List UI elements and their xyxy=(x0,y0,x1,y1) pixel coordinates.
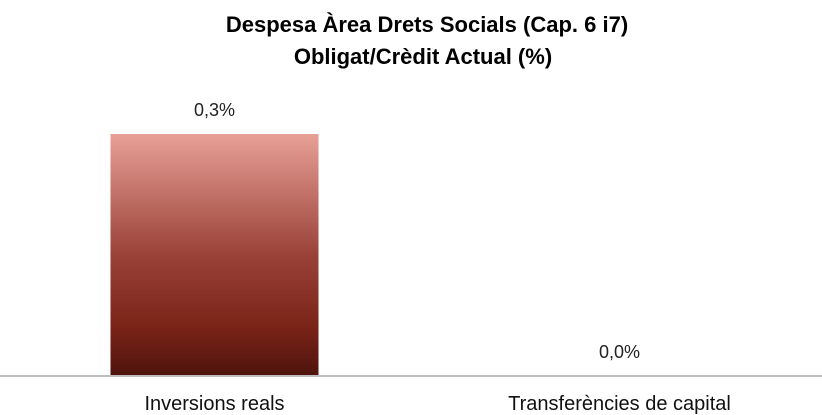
chart-title: Despesa Àrea Drets Socials (Cap. 6 i7) xyxy=(226,12,628,37)
x-tick-label-2: Transferències de capital xyxy=(508,393,731,415)
x-tick-label-1: Inversions reals xyxy=(144,393,284,415)
chart-subtitle: Obligat/Crèdit Actual (%) xyxy=(294,44,552,69)
x-tick-labels: Inversions reals Transferències de capita… xyxy=(144,393,730,415)
data-labels-layer: 0,3% 0,0% xyxy=(194,100,640,362)
bars-layer xyxy=(110,134,319,376)
data-label-1: 0,3% xyxy=(194,100,235,120)
data-label-2: 0,0% xyxy=(599,342,640,362)
bar-1 xyxy=(110,134,319,376)
